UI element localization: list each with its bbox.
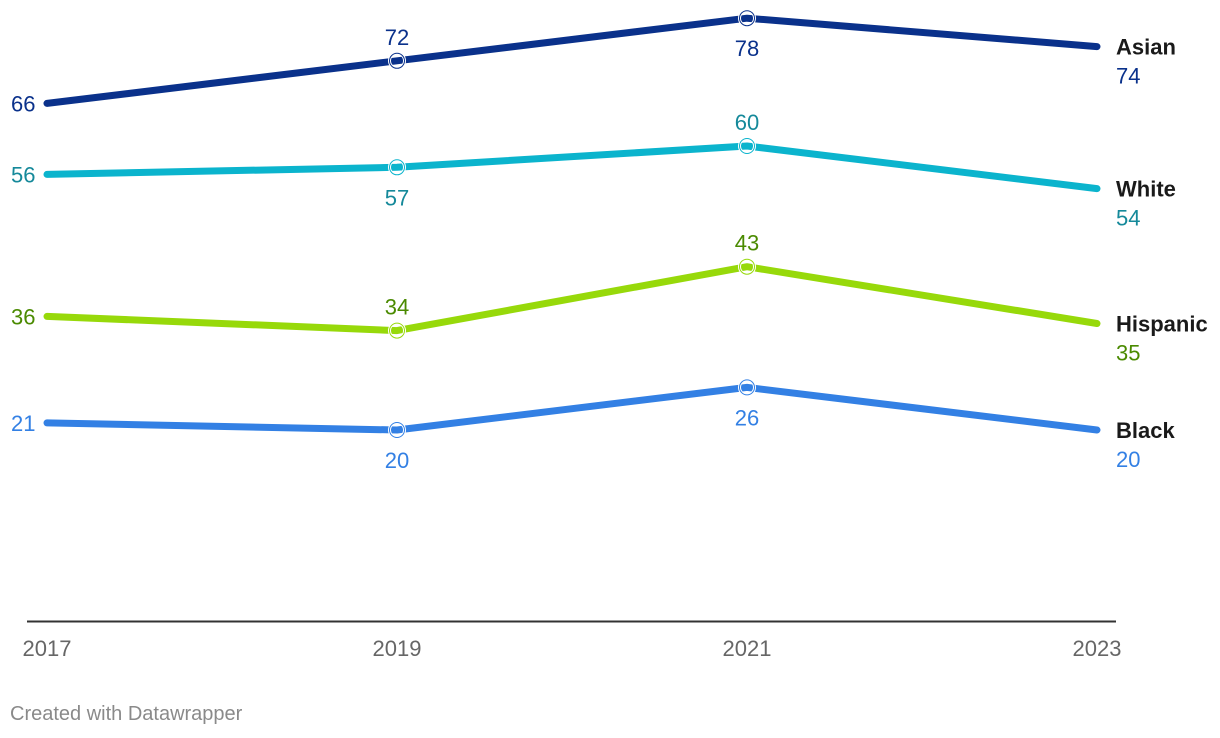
series-name-white: White [1116, 177, 1176, 202]
value-label-hispanic-2021: 43 [735, 231, 759, 256]
value-label-white-2021: 60 [735, 110, 759, 135]
point-white-2021 [739, 138, 755, 154]
value-label-white-2017: 56 [11, 162, 35, 187]
value-label-asian-2023: 74 [1116, 64, 1140, 89]
value-label-black-2023: 20 [1116, 447, 1140, 472]
value-label-hispanic-2017: 36 [11, 304, 35, 329]
line-hispanic [43, 263, 1101, 335]
point-black-2019 [389, 422, 405, 438]
value-label-white-2019: 57 [385, 185, 409, 210]
x-axis-ticks: 2017 2019 2021 2023 [23, 636, 1122, 661]
value-label-hispanic-2019: 34 [385, 295, 409, 320]
series-name-black: Black [1116, 418, 1175, 443]
value-label-asian-2019: 72 [385, 25, 409, 50]
value-labels: 66 72 78 74 56 57 60 54 36 34 43 35 21 20 26 20 [11, 25, 1140, 473]
value-label-asian-2017: 66 [11, 91, 35, 116]
x-tick-label-2023: 2023 [1073, 636, 1122, 661]
value-label-white-2023: 54 [1116, 206, 1140, 231]
x-tick-label-2021: 2021 [723, 636, 772, 661]
point-asian-2019 [389, 52, 405, 69]
series-lines [43, 14, 1101, 434]
x-tick-label-2017: 2017 [23, 636, 72, 661]
value-label-asian-2021: 78 [735, 36, 759, 61]
series-points [388, 9, 756, 439]
value-label-black-2017: 21 [11, 411, 35, 436]
series-name-asian: Asian [1116, 35, 1176, 60]
point-hispanic-2021 [739, 258, 755, 275]
line-black [43, 383, 1101, 434]
series-names: Asian White Hispanic Black [1116, 35, 1208, 443]
point-white-2019 [389, 159, 405, 176]
value-label-black-2019: 20 [385, 448, 409, 473]
point-asian-2021 [739, 10, 755, 27]
footer-credit: Created with Datawrapper [10, 703, 243, 725]
value-label-black-2021: 26 [735, 405, 759, 430]
value-label-hispanic-2023: 35 [1116, 341, 1140, 366]
line-asian [43, 14, 1101, 107]
x-tick-label-2019: 2019 [373, 636, 422, 661]
point-black-2021 [739, 379, 755, 396]
point-hispanic-2019 [389, 322, 405, 339]
line-white [43, 142, 1101, 193]
series-name-hispanic: Hispanic [1116, 312, 1208, 337]
